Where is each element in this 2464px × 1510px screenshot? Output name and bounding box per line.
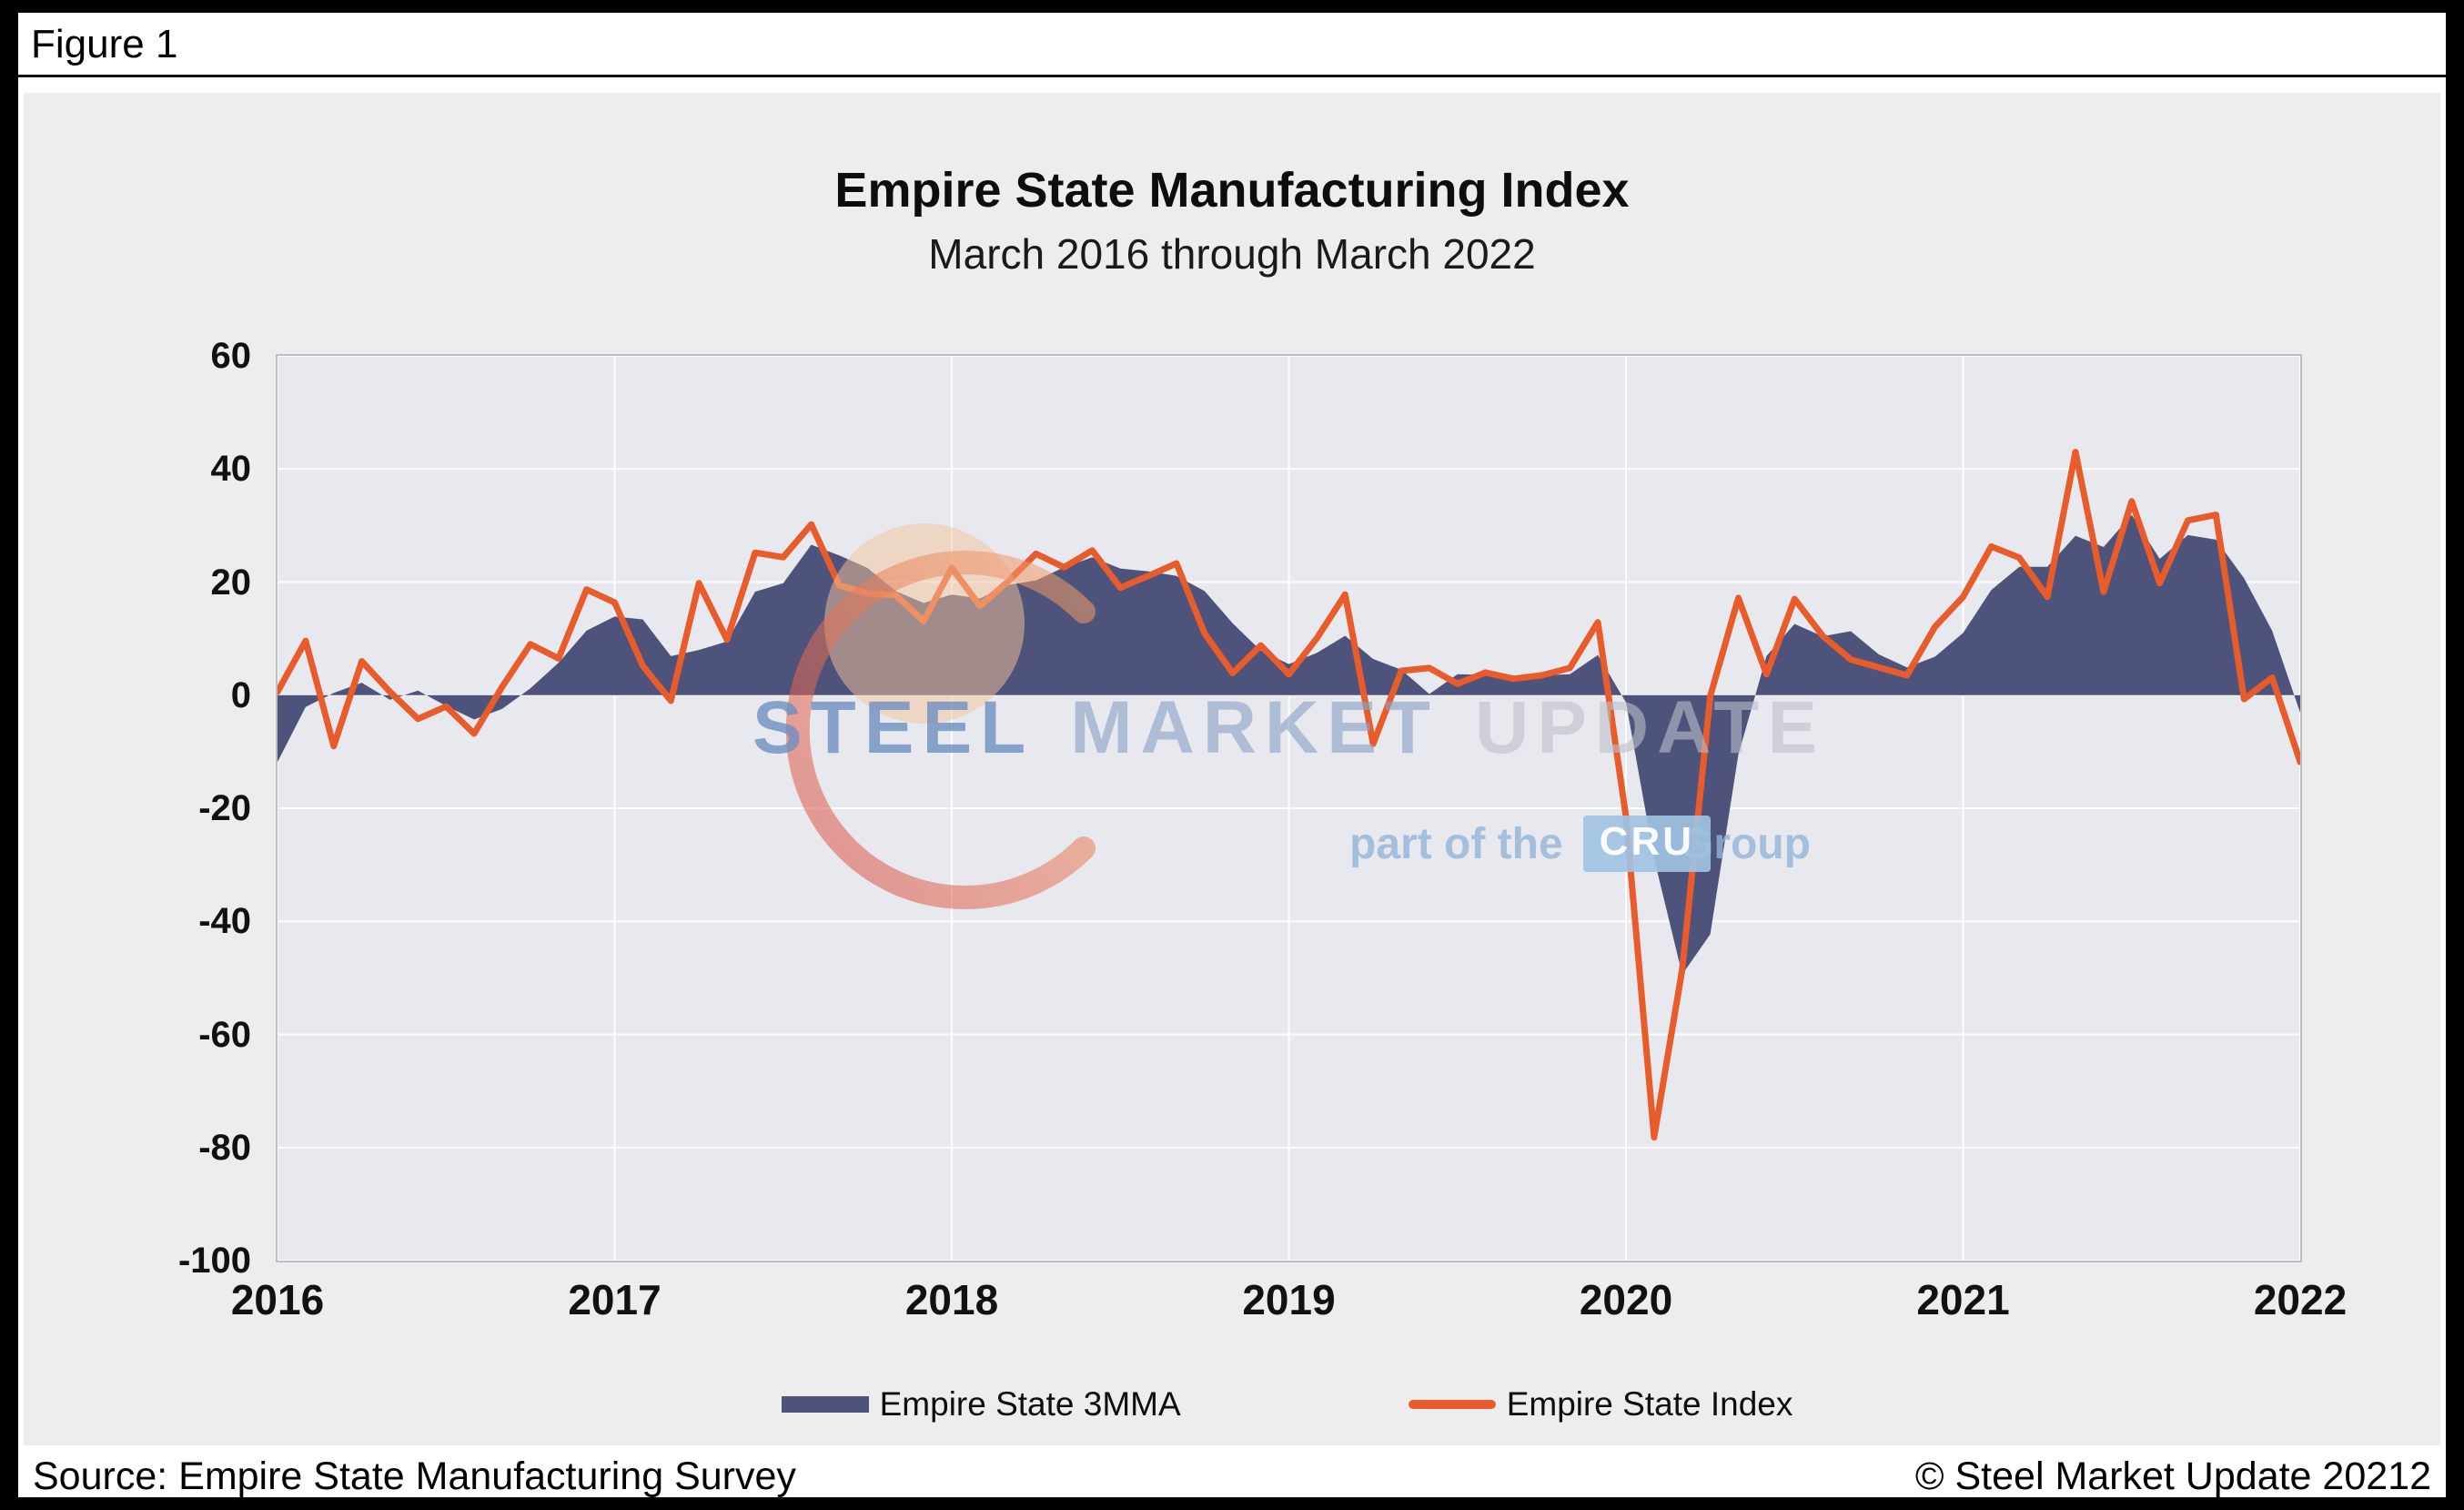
y-tick-label: 60	[210, 336, 252, 376]
x-tick-label: 2018	[904, 1276, 999, 1323]
header-divider	[18, 75, 2446, 77]
series-index-line	[278, 449, 2300, 1141]
x-tick-label: 2017	[568, 1276, 661, 1323]
chart-svg	[278, 356, 2300, 1261]
y-tick-label: -100	[177, 1241, 251, 1281]
x-tick-label: 2016	[230, 1276, 325, 1323]
copyright-note: © Steel Market Update 20212	[1914, 1454, 2431, 1498]
legend-label-index: Empire State Index	[1506, 1385, 1793, 1423]
y-tick-label: -80	[198, 1127, 251, 1168]
legend-item-3mma: Empire State 3MMA	[781, 1385, 1181, 1424]
chart-panel: Empire State Manufacturing Index March 2…	[24, 93, 2440, 1445]
x-tick-label: 2020	[1579, 1276, 1673, 1323]
y-tick-label: 40	[210, 449, 252, 490]
x-tick-label: 2022	[2253, 1276, 2348, 1323]
chart-title: Empire State Manufacturing Index	[834, 163, 1630, 218]
figure-caption: Figure 1	[31, 22, 178, 66]
plot-area: STEEL MARKET UPDATE part of the CRU Group	[276, 354, 2302, 1262]
y-tick-label: 20	[210, 562, 252, 603]
series-3mma-area	[278, 514, 2300, 975]
x-tick-label: 2021	[1916, 1276, 2010, 1323]
x-tick-label: 2019	[1242, 1276, 1336, 1323]
legend-item-index: Empire State Index	[1408, 1385, 1793, 1424]
y-tick-label: 0	[230, 674, 251, 715]
legend-swatch-3mma	[781, 1396, 869, 1413]
footer: Source: Empire State Manufacturing Surve…	[18, 1454, 2446, 1499]
figure-frame: Figure 1 Empire State Manufacturing Inde…	[18, 13, 2446, 1499]
legend: Empire State 3MMA Empire State Index	[276, 1385, 2298, 1424]
y-tick-label: -20	[198, 788, 251, 828]
chart-subtitle: March 2016 through March 2022	[928, 230, 1536, 278]
legend-label-3mma: Empire State 3MMA	[879, 1385, 1181, 1423]
y-tick-label: -40	[198, 901, 251, 942]
source-note: Source: Empire State Manufacturing Surve…	[33, 1454, 796, 1498]
legend-swatch-index	[1408, 1400, 1496, 1409]
y-tick-label: -60	[198, 1014, 251, 1055]
